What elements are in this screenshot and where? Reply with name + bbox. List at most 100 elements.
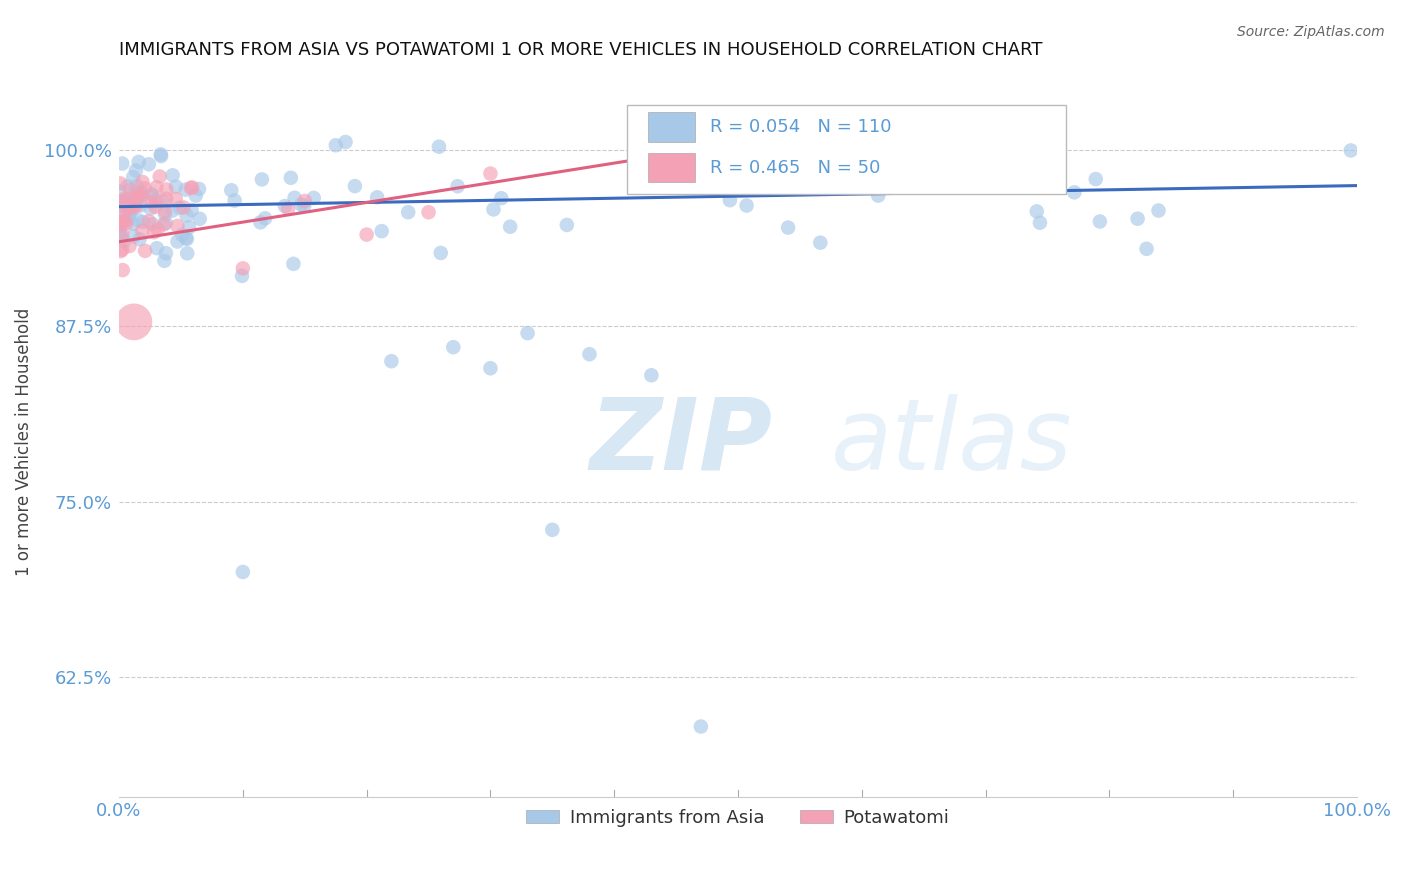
Point (111, 263, 134, 277)
Point (153, 253, 176, 268)
Point (149, 169, 172, 184)
Point (155, 182, 177, 196)
Point (117, 207, 139, 221)
Point (108, 184, 131, 198)
Point (134, 181, 156, 195)
Point (335, 135, 357, 149)
Point (555, 218, 578, 232)
Point (231, 268, 253, 283)
Point (224, 194, 246, 208)
Point (142, 188, 165, 202)
Point (184, 188, 207, 202)
Point (174, 231, 197, 245)
Point (274, 199, 297, 213)
Point (1135, 242, 1157, 256)
Point (122, 200, 145, 214)
Point (499, 219, 522, 234)
Point (125, 185, 148, 199)
Point (127, 213, 149, 227)
Point (128, 155, 150, 169)
Point (108, 228, 131, 243)
Point (689, 719, 711, 733)
Point (153, 207, 176, 221)
Point (427, 139, 450, 153)
Point (110, 202, 132, 217)
Point (155, 246, 177, 260)
Point (108, 216, 131, 230)
Point (153, 217, 176, 231)
Point (1025, 204, 1047, 219)
Point (111, 243, 134, 257)
Text: Source: ZipAtlas.com: Source: ZipAtlas.com (1237, 25, 1385, 39)
Point (139, 202, 162, 216)
Point (479, 361, 502, 376)
Point (174, 183, 197, 197)
Point (325, 138, 347, 153)
Text: atlas: atlas (831, 393, 1073, 491)
Point (143, 225, 166, 239)
Point (541, 523, 564, 537)
Point (429, 246, 451, 260)
Point (250, 172, 273, 186)
Point (132, 215, 155, 229)
Y-axis label: 1 or more Vehicles in Household: 1 or more Vehicles in Household (15, 308, 32, 576)
Point (482, 202, 505, 217)
Point (283, 257, 305, 271)
Point (115, 217, 138, 231)
Point (143, 200, 166, 214)
Point (110, 244, 132, 259)
Point (114, 199, 136, 213)
Point (139, 194, 162, 209)
Point (441, 340, 464, 354)
Point (118, 211, 141, 226)
Point (146, 241, 169, 255)
Point (292, 199, 315, 213)
Point (778, 220, 800, 235)
Text: R = 0.054   N = 110: R = 0.054 N = 110 (710, 118, 891, 136)
Point (120, 201, 142, 215)
Point (110, 217, 132, 231)
Point (125, 178, 148, 193)
Point (131, 175, 153, 189)
Point (219, 183, 242, 197)
Point (1126, 211, 1149, 226)
Text: ZIP: ZIP (589, 393, 772, 491)
Point (120, 183, 142, 197)
Point (127, 189, 149, 203)
Point (149, 147, 172, 161)
Point (112, 194, 135, 208)
Point (578, 347, 600, 361)
Point (640, 368, 662, 383)
Point (150, 194, 173, 208)
Point (1147, 203, 1170, 218)
Point (176, 232, 198, 246)
Point (166, 219, 188, 233)
Point (162, 169, 184, 183)
Point (122, 192, 145, 206)
Point (180, 181, 202, 195)
Point (122, 170, 145, 185)
Point (446, 179, 468, 194)
Point (165, 179, 187, 194)
Point (1088, 214, 1111, 228)
Point (284, 191, 307, 205)
Point (491, 191, 513, 205)
Point (180, 202, 202, 217)
Point (479, 167, 502, 181)
Point (118, 239, 141, 253)
Point (631, 178, 654, 192)
Point (808, 235, 831, 250)
Point (1063, 186, 1085, 200)
Point (290, 197, 312, 211)
Point (118, 197, 141, 211)
Point (112, 192, 135, 206)
Point (1084, 172, 1107, 186)
Point (120, 205, 142, 219)
Point (165, 192, 187, 206)
Point (176, 209, 198, 223)
Point (111, 227, 134, 241)
Point (112, 197, 135, 211)
FancyBboxPatch shape (648, 112, 695, 142)
Point (125, 199, 148, 213)
Point (138, 214, 160, 228)
